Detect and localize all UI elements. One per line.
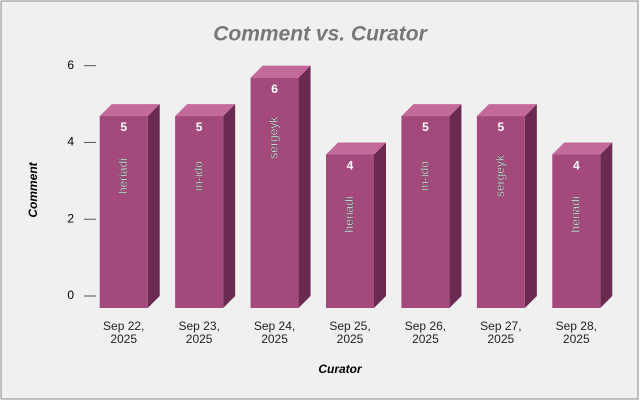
bar-front bbox=[401, 116, 450, 308]
bar: 5 m-ido bbox=[401, 104, 462, 308]
bar: 5 heriadi bbox=[99, 104, 160, 308]
value-label: 4 bbox=[347, 159, 354, 173]
bar: 5 m-ido bbox=[175, 104, 236, 308]
bar-name-label: heriadi bbox=[568, 196, 582, 232]
bar-name-label: sergeyk bbox=[267, 116, 281, 159]
value-label: 4 bbox=[573, 159, 580, 173]
bar-top bbox=[175, 104, 236, 117]
value-label: 5 bbox=[422, 120, 429, 134]
bar-side bbox=[223, 104, 236, 308]
bar-side bbox=[298, 65, 311, 308]
value-label: 5 bbox=[120, 120, 127, 134]
bar-name-label: heriadi bbox=[342, 196, 356, 232]
x-tick-label: Sep 28, 2025 bbox=[555, 319, 597, 346]
x-tick-label: Sep 25, 2025 bbox=[329, 319, 371, 346]
value-label: 5 bbox=[196, 120, 203, 134]
bar-front bbox=[250, 77, 299, 308]
x-tick-label: Sep 22, 2025 bbox=[103, 319, 145, 346]
bar-front bbox=[552, 154, 601, 308]
bar-front bbox=[326, 154, 374, 308]
chart-title: Comment vs. Curator bbox=[213, 23, 428, 46]
value-label: 6 bbox=[271, 82, 278, 96]
bar-side bbox=[524, 104, 537, 308]
bar-side bbox=[147, 104, 160, 308]
y-tick-label: 4 bbox=[67, 135, 74, 149]
x-tick-label: Sep 27, 2025 bbox=[480, 319, 522, 346]
bar-top bbox=[552, 142, 613, 155]
bar-top bbox=[476, 104, 537, 117]
bar-side bbox=[449, 104, 462, 308]
x-tick-label: Sep 26, 2025 bbox=[404, 319, 447, 346]
bar-name-label: sergeyk bbox=[493, 154, 507, 197]
bar: 4 heriadi bbox=[552, 142, 613, 308]
bar-side bbox=[374, 142, 386, 308]
bar-side bbox=[600, 142, 613, 308]
x-tick-label: Sep 23, 2025 bbox=[178, 319, 220, 346]
bar-front bbox=[476, 116, 525, 308]
bar-front bbox=[175, 116, 224, 308]
bar-name-label: m-ido bbox=[191, 161, 205, 191]
bar: 5 sergeyk bbox=[476, 104, 537, 308]
x-axis-label: Curator bbox=[318, 362, 363, 376]
bar-name-label: heriadi bbox=[116, 158, 130, 194]
value-label: 5 bbox=[498, 120, 505, 134]
y-tick-label: 6 bbox=[67, 58, 74, 72]
bar-top bbox=[250, 65, 311, 78]
bar: 6 sergeyk bbox=[250, 65, 311, 308]
y-tick-label: 0 bbox=[67, 288, 74, 302]
y-tick-label: 2 bbox=[67, 211, 74, 225]
bar-top bbox=[99, 104, 160, 117]
bar-top bbox=[326, 142, 386, 155]
bar: 4 heriadi bbox=[326, 142, 386, 308]
bar-front bbox=[99, 116, 148, 308]
x-tick-label: Sep 24, 2025 bbox=[253, 319, 296, 346]
bar-top bbox=[401, 104, 462, 117]
bar-name-label: m-ido bbox=[418, 161, 432, 191]
y-axis-label: Comment bbox=[26, 161, 40, 217]
